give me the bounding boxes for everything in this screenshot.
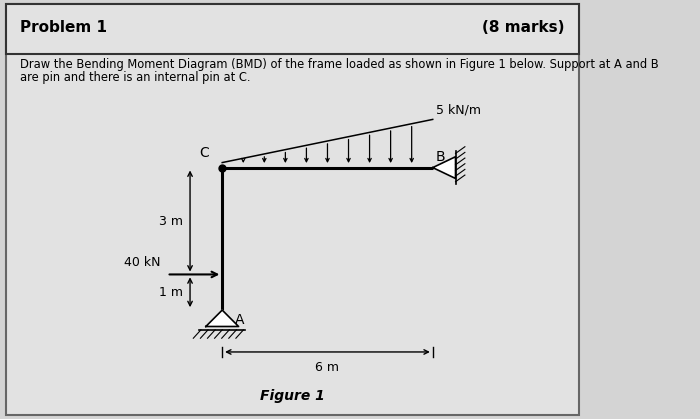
Polygon shape (206, 310, 239, 326)
Text: are pin and there is an internal pin at C.: are pin and there is an internal pin at … (20, 71, 251, 84)
Text: A: A (235, 313, 244, 327)
Text: (8 marks): (8 marks) (482, 20, 564, 35)
Bar (6, 4, 579, 54)
Text: 3 m: 3 m (159, 215, 183, 228)
Text: 40 kN: 40 kN (125, 256, 161, 269)
Text: Draw the Bending Moment Diagram (BMD) of the frame loaded as shown in Figure 1 b: Draw the Bending Moment Diagram (BMD) of… (20, 58, 659, 72)
Text: Figure 1: Figure 1 (260, 389, 325, 403)
Text: C: C (199, 146, 209, 160)
Text: 1 m: 1 m (159, 286, 183, 299)
Text: B: B (435, 150, 445, 164)
Text: Problem 1: Problem 1 (20, 20, 108, 35)
Polygon shape (433, 157, 456, 178)
Text: 6 m: 6 m (316, 361, 340, 374)
Text: 5 kN/m: 5 kN/m (435, 103, 481, 116)
